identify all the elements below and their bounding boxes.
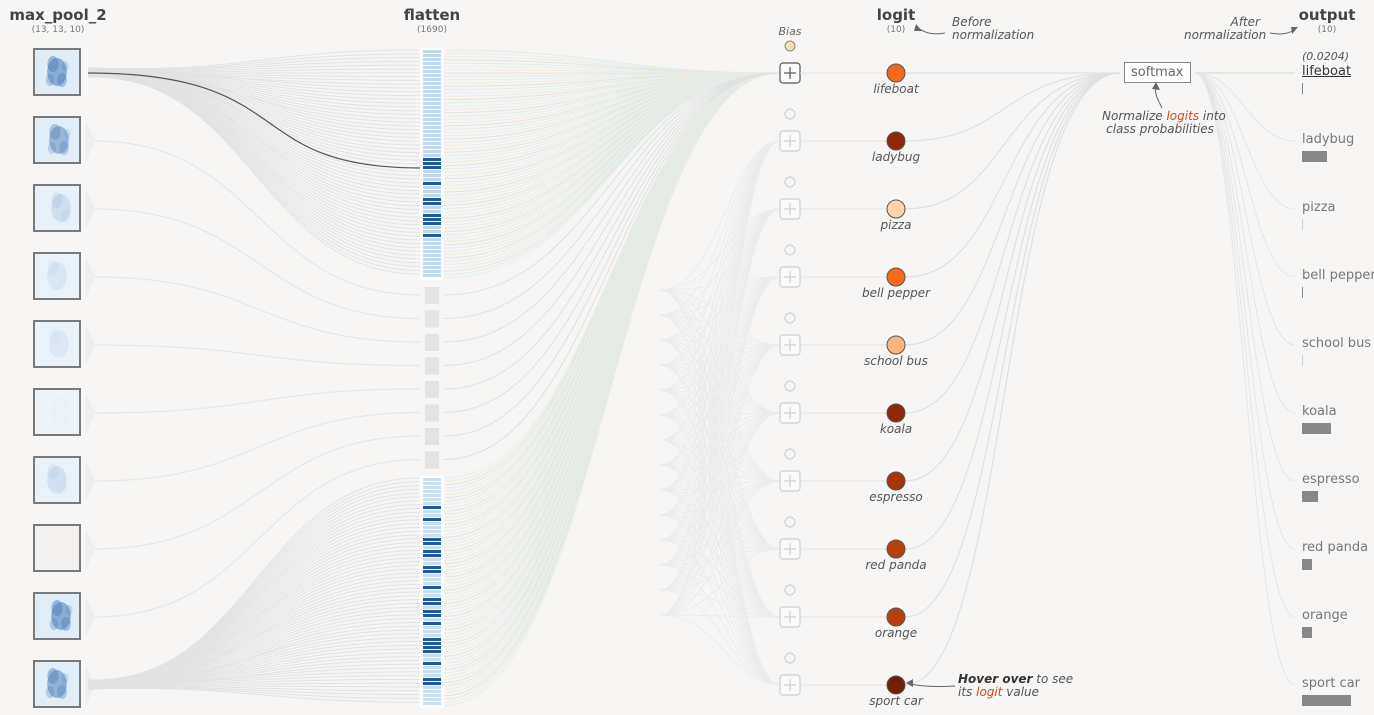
output-title: output bbox=[1298, 6, 1356, 24]
logit-label-5: koala bbox=[879, 422, 913, 436]
bias-add-9[interactable] bbox=[779, 674, 801, 696]
output-bar-9 bbox=[1302, 695, 1352, 706]
output-bar-3 bbox=[1302, 287, 1304, 298]
softmax-button[interactable]: softmax bbox=[1124, 62, 1191, 83]
bias-node-7[interactable] bbox=[784, 516, 796, 528]
logit-node-9[interactable] bbox=[886, 675, 906, 695]
output-label-8[interactable]: orange bbox=[1302, 608, 1348, 623]
output-bar-2 bbox=[1302, 219, 1303, 230]
output-shape: (10) bbox=[1317, 25, 1337, 35]
output-label-9[interactable]: sport car bbox=[1302, 676, 1361, 691]
feature-map-6[interactable] bbox=[33, 456, 81, 504]
hover-hint-note: Hover over to see its logit value bbox=[958, 672, 1074, 699]
output-bar-7 bbox=[1302, 559, 1313, 570]
logit-node-6[interactable] bbox=[886, 471, 906, 491]
output-bar-5 bbox=[1302, 423, 1331, 434]
logit-shape: (10) bbox=[886, 25, 906, 35]
bias-node-0[interactable] bbox=[784, 40, 796, 52]
bias-add-4[interactable] bbox=[779, 334, 801, 356]
logit-node-1[interactable] bbox=[886, 131, 906, 151]
logit-node-3[interactable] bbox=[886, 267, 906, 287]
normalize-note: Normalize logits into class probabilitie… bbox=[1102, 109, 1226, 136]
feature-map-7[interactable] bbox=[33, 524, 81, 572]
logit-node-4[interactable] bbox=[886, 335, 906, 355]
output-label-3[interactable]: bell pepper bbox=[1302, 268, 1374, 283]
output-bar-4 bbox=[1302, 355, 1303, 366]
output-label-1[interactable]: ladybug bbox=[1302, 132, 1355, 147]
feature-map-5[interactable] bbox=[33, 388, 81, 436]
after-normalization-note: After normalization bbox=[1184, 15, 1267, 42]
bias-label: Bias bbox=[778, 25, 802, 38]
bias-node-4[interactable] bbox=[784, 312, 796, 324]
bias-add-2[interactable] bbox=[779, 198, 801, 220]
bias-node-6[interactable] bbox=[784, 448, 796, 460]
feature-map-1[interactable] bbox=[33, 116, 81, 164]
bias-node-3[interactable] bbox=[784, 244, 796, 256]
output-bar-6 bbox=[1302, 491, 1318, 502]
logit-label-4: school bus bbox=[864, 354, 928, 368]
maxpool-shape: (13, 13, 10) bbox=[31, 25, 85, 35]
bias-node-5[interactable] bbox=[784, 380, 796, 392]
feature-map-2[interactable] bbox=[33, 184, 81, 232]
output-label-5[interactable]: koala bbox=[1302, 404, 1337, 419]
output-label-4[interactable]: school bus bbox=[1302, 336, 1372, 351]
bias-add-0[interactable] bbox=[779, 62, 801, 84]
logit-label-8: orange bbox=[874, 626, 918, 640]
bias-add-5[interactable] bbox=[779, 402, 801, 424]
bias-add-8[interactable] bbox=[779, 606, 801, 628]
feature-map-8[interactable] bbox=[33, 592, 81, 640]
flatten-title: flatten bbox=[403, 6, 461, 24]
bias-node-1[interactable] bbox=[784, 108, 796, 120]
logit-node-7[interactable] bbox=[886, 539, 906, 559]
bias-column bbox=[779, 40, 801, 696]
bias-add-1[interactable] bbox=[779, 130, 801, 152]
bias-add-7[interactable] bbox=[779, 538, 801, 560]
feature-map-9[interactable] bbox=[33, 660, 81, 708]
annotation-arrows bbox=[906, 24, 1298, 688]
output-label-6[interactable]: espresso bbox=[1302, 472, 1360, 487]
flatten-column bbox=[420, 48, 444, 708]
bias-node-9[interactable] bbox=[784, 652, 796, 664]
flatten-shape: (1690) bbox=[417, 25, 447, 35]
logit-label-1: ladybug bbox=[871, 150, 921, 164]
logit-column bbox=[800, 63, 906, 695]
output-bar-8 bbox=[1302, 627, 1313, 638]
logit-label-9: sport car bbox=[869, 694, 923, 708]
output-bar-0 bbox=[1302, 83, 1304, 94]
logit-label-3: bell pepper bbox=[861, 286, 931, 300]
bias-node-8[interactable] bbox=[784, 584, 796, 596]
output-label-7[interactable]: red panda bbox=[1302, 540, 1369, 555]
bias-add-6[interactable] bbox=[779, 470, 801, 492]
logit-node-8[interactable] bbox=[886, 607, 906, 627]
logit-to-softmax-edges bbox=[904, 72, 1296, 686]
output-bar-1 bbox=[1302, 151, 1327, 162]
output-label-2[interactable]: pizza bbox=[1302, 200, 1336, 215]
feature-map-0[interactable] bbox=[33, 48, 81, 96]
output-label-0[interactable]: lifeboat bbox=[1302, 64, 1352, 79]
bias-add-3[interactable] bbox=[779, 266, 801, 288]
logit-label-7: red panda bbox=[865, 558, 927, 572]
logit-node-5[interactable] bbox=[886, 403, 906, 423]
selected-output-value: (0.0204) bbox=[1302, 50, 1350, 63]
feature-map-4[interactable] bbox=[33, 320, 81, 368]
logit-label-2: pizza bbox=[880, 218, 912, 232]
logit-label-6: espresso bbox=[869, 490, 923, 504]
before-normalization-note: Before normalization bbox=[952, 15, 1035, 42]
logit-title: logit bbox=[876, 6, 916, 24]
maxpool-title: max_pool_2 bbox=[9, 6, 107, 24]
logit-node-0[interactable] bbox=[886, 63, 906, 83]
flatten-to-logit-edges bbox=[443, 49, 781, 707]
logit-node-2[interactable] bbox=[886, 199, 906, 219]
bias-node-2[interactable] bbox=[784, 176, 796, 188]
feature-map-3[interactable] bbox=[33, 252, 81, 300]
logit-label-0: lifeboat bbox=[873, 82, 919, 96]
maxpool-to-flatten-edges bbox=[85, 49, 421, 707]
